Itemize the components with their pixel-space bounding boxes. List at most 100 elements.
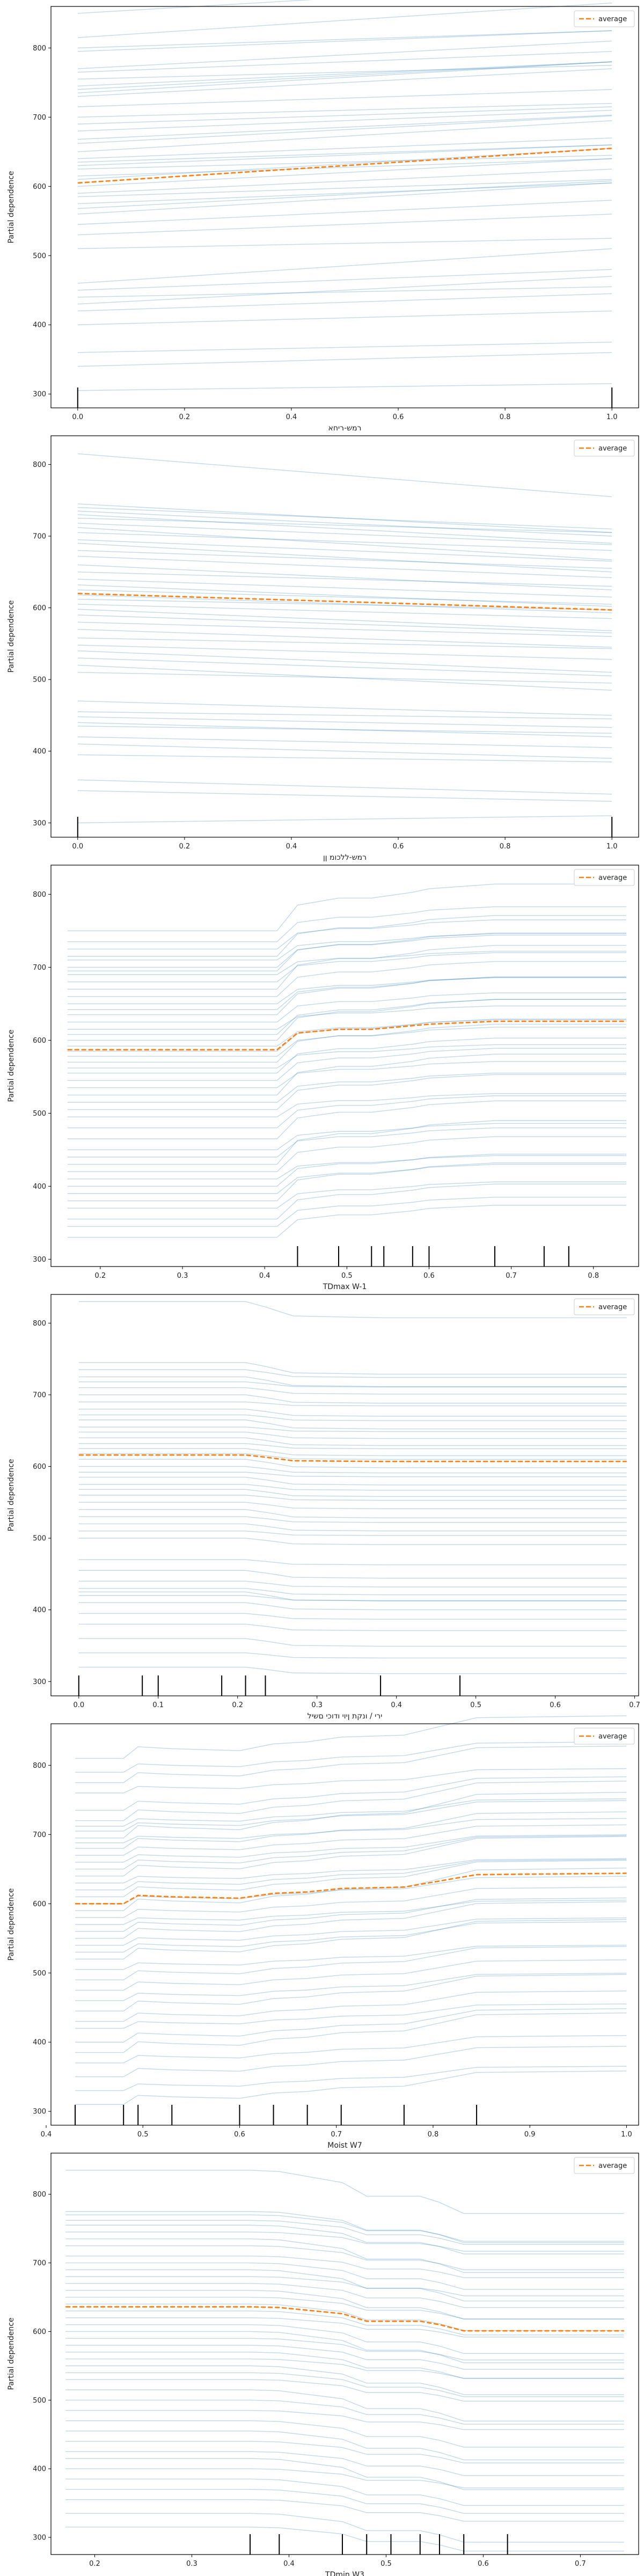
x-tick-label: 0.4 <box>41 2131 52 2139</box>
ice-line <box>75 1745 627 1783</box>
ice-line <box>67 1093 627 1117</box>
ice-line <box>75 2012 627 2053</box>
x-tick-label: 0.0 <box>72 413 83 421</box>
ice-line <box>65 2211 624 2243</box>
ice-line <box>67 999 627 1041</box>
ice-line <box>67 1162 627 1202</box>
ice-line <box>78 1448 627 1457</box>
legend: average <box>574 10 635 27</box>
y-tick-label: 600 <box>33 1463 46 1471</box>
x-axis-label: רמש-ריחא <box>328 424 362 433</box>
ice-line <box>78 1476 627 1485</box>
y-axis: 300 400 500 600 700 800 <box>33 1320 51 1686</box>
x-tick-label: 0.7 <box>506 1272 517 1280</box>
x-tick-label: 0.5 <box>137 2131 149 2139</box>
ice-line <box>78 1409 627 1417</box>
ice-line <box>65 2238 624 2273</box>
chart-panel-3: 0.2 0.3 0.4 0.5 0.6 0.7 0.8 300 400 500 600 700 800 T… <box>7 865 639 1291</box>
x-tick-label: 0.5 <box>380 2560 392 2568</box>
y-axis-label: Partial dependence <box>7 2317 16 2390</box>
x-tick-label: 0.8 <box>500 843 511 851</box>
ice-line <box>78 1538 627 1545</box>
ice-line <box>75 1868 627 1911</box>
ice-line <box>75 1776 627 1811</box>
legend: average <box>574 1298 635 1315</box>
ice-line <box>77 621 612 637</box>
ice-line <box>78 1394 627 1404</box>
ice-line <box>65 2389 624 2422</box>
ice-line <box>77 572 612 587</box>
y-tick-label: 500 <box>33 1970 46 1978</box>
legend-average-label: average <box>598 1304 627 1312</box>
ice-line <box>77 700 612 716</box>
ice-line <box>65 2269 624 2302</box>
ice-line <box>77 637 612 649</box>
legend-box <box>574 2157 635 2174</box>
ice-line <box>77 89 612 107</box>
ice-line <box>75 1944 627 1970</box>
ice-line <box>67 934 627 968</box>
ice-line <box>65 2365 624 2395</box>
ice-line <box>67 883 627 932</box>
ice-line <box>75 2008 627 2043</box>
y-tick-label: 800 <box>33 2191 46 2199</box>
y-axis: 300 400 500 600 700 800 <box>33 2191 51 2542</box>
y-tick-label: 800 <box>33 891 46 899</box>
ice-line <box>77 579 612 598</box>
x-tick-label: 0.2 <box>232 1701 243 1709</box>
ice-line <box>67 1127 627 1158</box>
ice-line <box>77 182 612 215</box>
x-tick-label: 0.2 <box>95 1272 106 1280</box>
ice-line <box>78 1466 627 1474</box>
legend: average <box>574 869 635 886</box>
ice-line <box>77 238 612 250</box>
y-axis: 300 400 500 600 700 800 <box>33 45 51 399</box>
x-tick-label: 0.5 <box>470 1701 481 1709</box>
y-axis-label: Partial dependence <box>7 1459 16 1531</box>
ice-line <box>67 1074 627 1110</box>
ice-line <box>77 103 612 118</box>
ice-line <box>77 114 612 140</box>
ice-line <box>77 2 612 38</box>
ice-line <box>77 30 612 52</box>
ice-line <box>78 1453 627 1460</box>
y-tick-label: 600 <box>33 2328 46 2336</box>
ice-line <box>77 200 612 225</box>
chart-panel-4: 0.0 0.1 0.2 0.3 0.4 0.5 0.6 0.7 300 400 500 600 700 8… <box>7 1294 640 1721</box>
average-line <box>77 592 612 611</box>
y-tick-label: 300 <box>33 2534 46 2542</box>
y-axis: 300 400 500 600 700 800 <box>33 1762 51 2116</box>
ice-line <box>75 1919 627 1960</box>
ice-line <box>65 2451 624 2476</box>
x-tick-label: 0.7 <box>575 2560 586 2568</box>
ice-line <box>78 1414 627 1421</box>
y-tick-label: 600 <box>33 604 46 612</box>
y-tick-label: 700 <box>33 964 46 972</box>
ice-line <box>67 1197 627 1227</box>
ice-line <box>78 1591 627 1601</box>
plot-area <box>51 865 639 1267</box>
ice-line <box>65 2358 624 2379</box>
ice-line <box>67 977 627 1010</box>
ice-line <box>78 1559 627 1565</box>
ice-line <box>78 1595 627 1601</box>
y-tick-label: 400 <box>33 748 46 756</box>
ice-line <box>65 2431 624 2461</box>
ice-line <box>78 1459 627 1468</box>
ice-line <box>75 1899 627 1925</box>
ice-line <box>78 1495 627 1501</box>
y-tick-label: 600 <box>33 1900 46 1908</box>
ice-line <box>77 650 612 673</box>
x-tick-label: 0.6 <box>393 843 404 851</box>
ice-line <box>75 1824 627 1856</box>
ice-line <box>78 1443 627 1450</box>
ice-line <box>77 726 612 734</box>
y-tick-label: 500 <box>33 252 46 260</box>
ice-line <box>75 2066 627 2091</box>
ice-line <box>65 2296 624 2319</box>
ice-line <box>75 1818 627 1843</box>
ice-line <box>77 664 612 691</box>
average-line <box>78 1454 627 1462</box>
x-tick-label: 0.7 <box>629 1701 640 1709</box>
legend-average-label: average <box>598 874 627 882</box>
